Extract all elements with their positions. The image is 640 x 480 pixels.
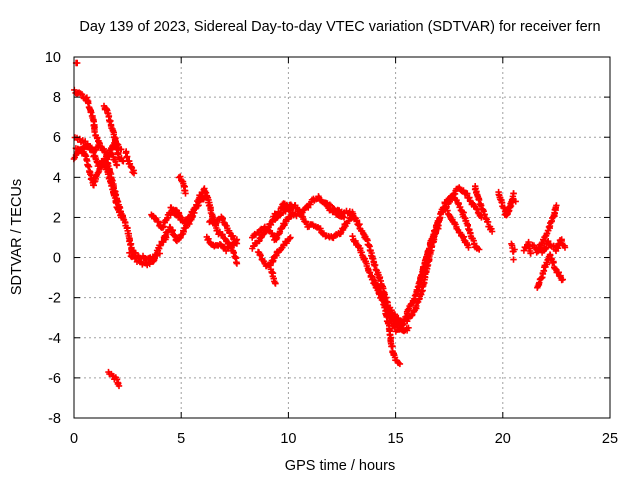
data-point	[298, 210, 305, 217]
y-tick-label: 2	[53, 210, 61, 226]
data-point	[233, 260, 241, 267]
data-point	[219, 231, 226, 238]
data-point	[481, 211, 488, 218]
data-point	[233, 236, 241, 243]
y-tick-label: -4	[48, 331, 61, 347]
grid-lines	[74, 57, 610, 418]
data-point	[115, 382, 123, 390]
data-point	[466, 226, 473, 233]
data-point	[151, 254, 158, 262]
data-point	[378, 291, 386, 299]
data-point	[355, 222, 362, 229]
data-point	[170, 206, 177, 213]
data-point	[488, 228, 496, 235]
y-tick-label: -8	[48, 411, 61, 427]
data-point	[395, 319, 402, 327]
data-point	[267, 221, 275, 228]
data-point	[476, 246, 483, 253]
data-point	[130, 170, 138, 177]
data-point	[405, 324, 412, 331]
data-point	[113, 162, 121, 169]
data-point	[91, 128, 98, 136]
data-point	[365, 242, 372, 249]
data-point	[289, 210, 296, 217]
y-tick-label: -2	[48, 291, 61, 307]
data-point	[112, 158, 119, 165]
data-point	[78, 91, 86, 98]
x-tick-label: 0	[70, 431, 78, 447]
x-tick-label: 20	[495, 431, 511, 447]
data-point	[213, 220, 220, 227]
data-point	[512, 198, 519, 205]
data-point	[272, 280, 279, 287]
data-point	[182, 190, 189, 197]
data-point	[257, 252, 264, 259]
data-point	[273, 234, 281, 242]
data-point	[157, 242, 164, 249]
data-point	[396, 360, 404, 368]
data-point	[561, 244, 569, 251]
chart-title: Day 139 of 2023, Sidereal Day-to-day VTE…	[79, 19, 600, 35]
data-point	[180, 228, 187, 235]
data-point	[429, 235, 436, 242]
data-point	[283, 201, 291, 209]
data-point	[205, 235, 212, 242]
data-point	[538, 275, 545, 282]
x-tick-label: 15	[388, 431, 404, 447]
y-tick-label: 4	[53, 170, 61, 186]
data-point	[287, 206, 294, 213]
data-point	[326, 201, 333, 208]
y-tick-label: -6	[48, 371, 61, 387]
x-axis-label: GPS time / hours	[285, 458, 395, 474]
data-point	[187, 212, 194, 219]
data-point	[510, 256, 517, 263]
y-tick-label: 0	[53, 251, 61, 267]
data-point	[372, 280, 379, 287]
data-markers	[70, 59, 569, 390]
data-point	[177, 173, 184, 180]
data-point	[155, 218, 162, 225]
x-tick-label: 5	[177, 431, 185, 447]
data-point	[527, 250, 534, 257]
axis-ticks: 0 5 10 15 20 25 -8 -6 -4 -2 0 2 4 6 8 10	[45, 50, 618, 447]
data-point	[327, 202, 335, 209]
data-point	[74, 59, 81, 67]
data-point	[171, 231, 178, 239]
data-point	[272, 212, 279, 219]
y-tick-label: 10	[45, 50, 61, 66]
data-point	[465, 244, 472, 251]
data-point	[366, 269, 374, 276]
data-point	[511, 246, 518, 253]
data-point	[317, 225, 324, 232]
data-point	[110, 184, 117, 191]
y-tick-label: 8	[53, 90, 61, 106]
data-point	[109, 177, 116, 184]
data-point	[510, 190, 517, 197]
data-point	[559, 276, 566, 283]
data-point	[126, 249, 133, 256]
data-point	[558, 237, 565, 245]
data-point	[96, 142, 103, 149]
y-axis-label: SDTVAR / TECUs	[9, 179, 25, 295]
data-point	[502, 211, 510, 218]
x-tick-label: 10	[280, 431, 296, 447]
plot-frame	[73, 56, 611, 419]
data-point	[349, 210, 357, 217]
x-tick-label: 25	[602, 431, 618, 447]
data-point	[553, 202, 560, 209]
data-point	[287, 234, 294, 241]
data-point	[222, 247, 230, 255]
y-tick-label: 6	[53, 130, 61, 146]
